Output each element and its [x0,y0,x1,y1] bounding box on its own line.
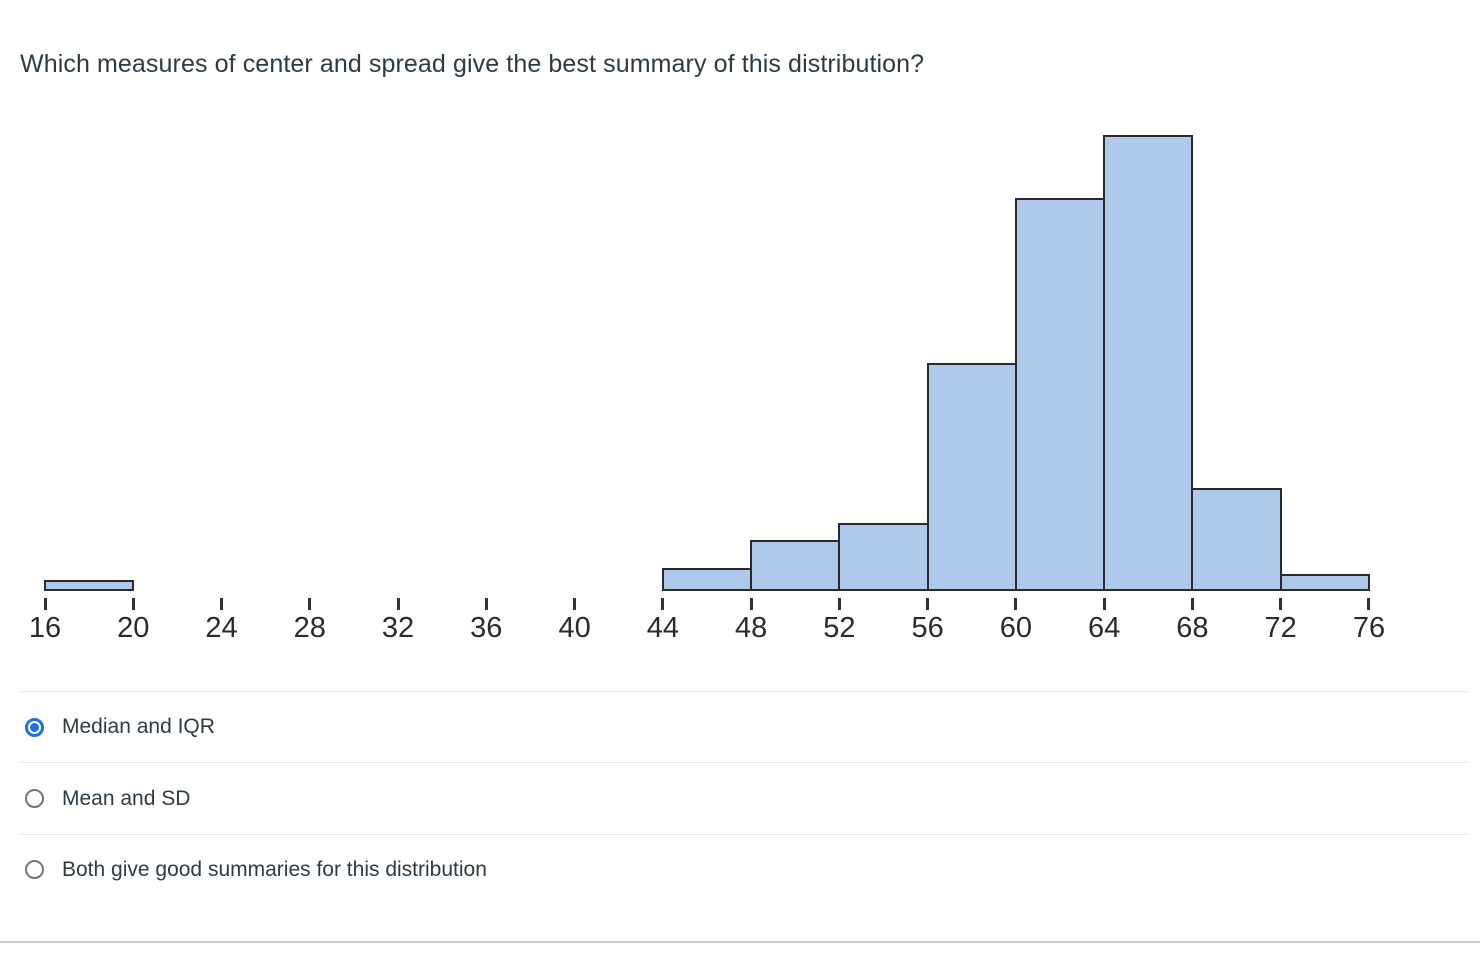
x-axis-tick-label: 64 [1088,612,1121,644]
x-axis-tick-label: 20 [117,612,150,644]
x-axis-tick [1279,598,1283,610]
x-axis-tick-label: 60 [999,612,1033,644]
histogram-bar [926,363,1017,591]
histogram-bar [838,522,929,591]
x-axis-tick-label: 72 [1264,612,1297,644]
question-title: Which measures of center and spread give… [20,50,925,78]
x-axis-tick [837,598,841,610]
x-axis-tick [308,598,312,610]
x-axis-tick-label: 76 [1352,612,1386,644]
x-axis-tick-label: 68 [1176,612,1209,644]
x-axis-tick [1014,598,1018,610]
radio-button-mean-sd[interactable] [25,789,44,808]
x-axis-tick [573,598,577,610]
x-axis-tick-label: 56 [911,612,944,644]
bottom-divider [0,941,1480,943]
x-axis-tick-label: 40 [558,612,591,644]
option-row-both[interactable]: Both give good summaries for this distri… [18,834,1469,904]
option-label: Median and IQR [62,715,215,738]
x-axis-tick-label: 16 [28,612,62,644]
x-axis-tick-label: 32 [381,612,415,644]
x-axis-tick [1367,598,1371,610]
x-axis-tick [484,598,488,610]
histogram-bar [1103,135,1194,591]
histogram-bar [44,579,135,591]
option-row-mean-sd[interactable]: Mean and SD [18,762,1469,834]
x-axis-tick-label: 52 [823,612,856,644]
histogram-bar [1279,573,1370,591]
x-axis-tick [396,598,400,610]
radio-button-median-iqr[interactable] [25,717,44,737]
x-axis-tick [749,598,753,610]
histogram-bar [750,539,841,591]
x-axis-tick [1102,598,1106,610]
x-axis-tick [220,598,224,610]
x-axis-tick [43,598,47,610]
option-row-median-iqr[interactable]: Median and IQR [18,691,1469,762]
x-axis-tick [926,598,930,610]
x-axis-tick [1190,598,1194,610]
x-axis-tick [661,598,665,610]
histogram-bar [661,568,753,591]
x-axis-tick-label: 44 [646,612,679,644]
x-axis-tick-label: 28 [293,612,326,644]
x-axis-tick-label: 48 [734,612,768,644]
x-axis-tick-label: 36 [470,612,503,644]
x-axis-tick-label: 24 [205,612,238,644]
option-label: Mean and SD [62,786,191,810]
option-label: Both give good summaries for this distri… [62,857,487,881]
radio-button-both[interactable] [25,860,44,879]
histogram-bar [1014,197,1106,591]
histogram-bar [1191,488,1282,591]
x-axis-tick [131,598,135,610]
